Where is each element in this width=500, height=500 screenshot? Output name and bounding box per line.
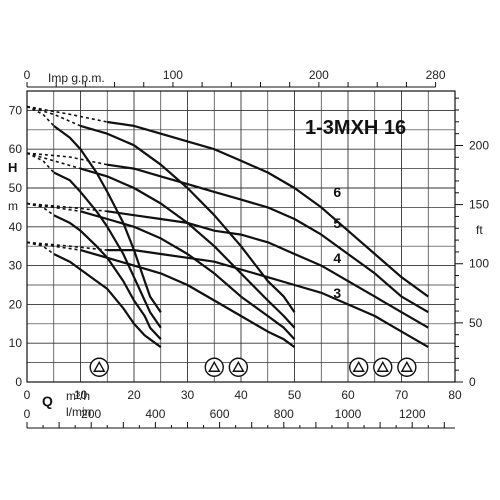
- pump-icon: [373, 357, 393, 377]
- x-tick-label-m3h: 20: [127, 388, 141, 402]
- curve-6stage-1pump: [53, 125, 162, 313]
- plot-frame: [26, 90, 456, 383]
- y-tick-label-ft: 200: [469, 138, 489, 152]
- h-axis-unit: m: [8, 199, 18, 213]
- x-tick-label-m3h: 40: [234, 388, 248, 402]
- x-tick-label-m3h: 10: [74, 388, 88, 402]
- x-tick-label-lmin: 400: [145, 407, 165, 421]
- top-axis-label: Imp g.p.m.: [48, 71, 105, 85]
- pump-icon: [204, 357, 224, 377]
- y-tick-label-ft: 150: [469, 198, 489, 212]
- curve-shutoff-dashed: [26, 152, 55, 174]
- x-tick-label-m3h: 30: [181, 388, 195, 402]
- pump-icon: [349, 357, 369, 377]
- x-tick-label-imp: 0: [24, 68, 31, 82]
- curve-5stage-2pump: [80, 167, 296, 329]
- x-tick-label-m3h: 50: [288, 388, 302, 402]
- ft-axis-label: ft: [476, 223, 483, 237]
- x-tick-label-m3h: 60: [341, 388, 355, 402]
- x-tick-label-imp: 280: [426, 68, 446, 82]
- x-tick-label-m3h: 80: [448, 388, 462, 402]
- pump-triangle: [400, 360, 414, 372]
- pump-triangle: [208, 360, 221, 372]
- curve-3stage-1pump: [53, 253, 162, 348]
- pump-triangle: [232, 360, 245, 372]
- pump-triangle: [376, 360, 389, 372]
- y-tick-label-ft: 50: [469, 316, 483, 330]
- m3h-label: m³/h: [66, 389, 90, 403]
- y-tick-label-m: 60: [9, 142, 23, 156]
- pump-icons: [89, 357, 417, 377]
- curve-shutoff-dashed: [26, 202, 55, 216]
- curve-label: 4: [333, 250, 341, 266]
- y-tick-label-m: 70: [9, 103, 23, 117]
- x-tick-label-m3h: 70: [395, 388, 409, 402]
- x-tick-label-imp: 100: [163, 68, 183, 82]
- x-tick-label-lmin: 600: [210, 407, 230, 421]
- q-axis-label: Q: [42, 393, 53, 409]
- curve-3stage-2pump: [80, 249, 296, 348]
- x-tick-label-imp: 200: [309, 68, 329, 82]
- curve-3stage-3pump: [107, 249, 429, 349]
- x-tick-label-lmin: 800: [274, 407, 294, 421]
- y-tick-label-m: 50: [9, 181, 23, 195]
- y-tick-label-m: 40: [9, 220, 23, 234]
- curve-shutoff-dashed: [26, 241, 108, 251]
- curve-6stage-2pump: [80, 124, 296, 313]
- curve-label: 3: [333, 285, 341, 301]
- x-tick-label-lmin: 1200: [399, 407, 426, 421]
- x-tick-label-lmin: 1000: [335, 407, 362, 421]
- y-tick-label-m: 20: [9, 297, 23, 311]
- pump-triangle: [93, 360, 106, 372]
- curve-4stage-3pump: [107, 210, 429, 329]
- curve-4stage-1pump: [53, 214, 162, 341]
- chart-curves: 6 5 4 3: [26, 105, 429, 349]
- h-axis-label: H: [8, 160, 17, 175]
- curve-6stage-3pump: [107, 120, 429, 298]
- x-tick-label-lmin: 0: [24, 407, 31, 421]
- x-tick-label-m3h: 0: [24, 388, 31, 402]
- pump-icon: [89, 357, 109, 377]
- y-tick-label-m: 0: [15, 375, 22, 389]
- curve-shutoff-dashed: [26, 202, 108, 213]
- y-tick-label-ft: 0: [469, 375, 476, 389]
- curve-5stage-1pump: [53, 171, 162, 329]
- pump-triangle: [352, 360, 365, 372]
- pump-icon: [397, 357, 417, 377]
- chart-title: 1-3MXH 16: [305, 117, 406, 139]
- curve-label: 6: [333, 184, 341, 200]
- pump-icon: [228, 357, 249, 377]
- x-tick-label-lmin: 200: [81, 407, 101, 421]
- curve-shutoff-dashed: [26, 241, 55, 255]
- curve-5stage-3pump: [107, 163, 429, 314]
- y-tick-label-m: 10: [9, 336, 23, 350]
- curve-label: 5: [333, 215, 341, 231]
- y-tick-label-ft: 100: [469, 257, 489, 271]
- lmin-label: l/min: [66, 405, 91, 419]
- curve-shutoff-dashed: [26, 105, 108, 123]
- curve-4stage-2pump: [80, 210, 296, 341]
- y-tick-label-m: 30: [9, 259, 23, 273]
- curve-shutoff-dashed: [26, 152, 108, 166]
